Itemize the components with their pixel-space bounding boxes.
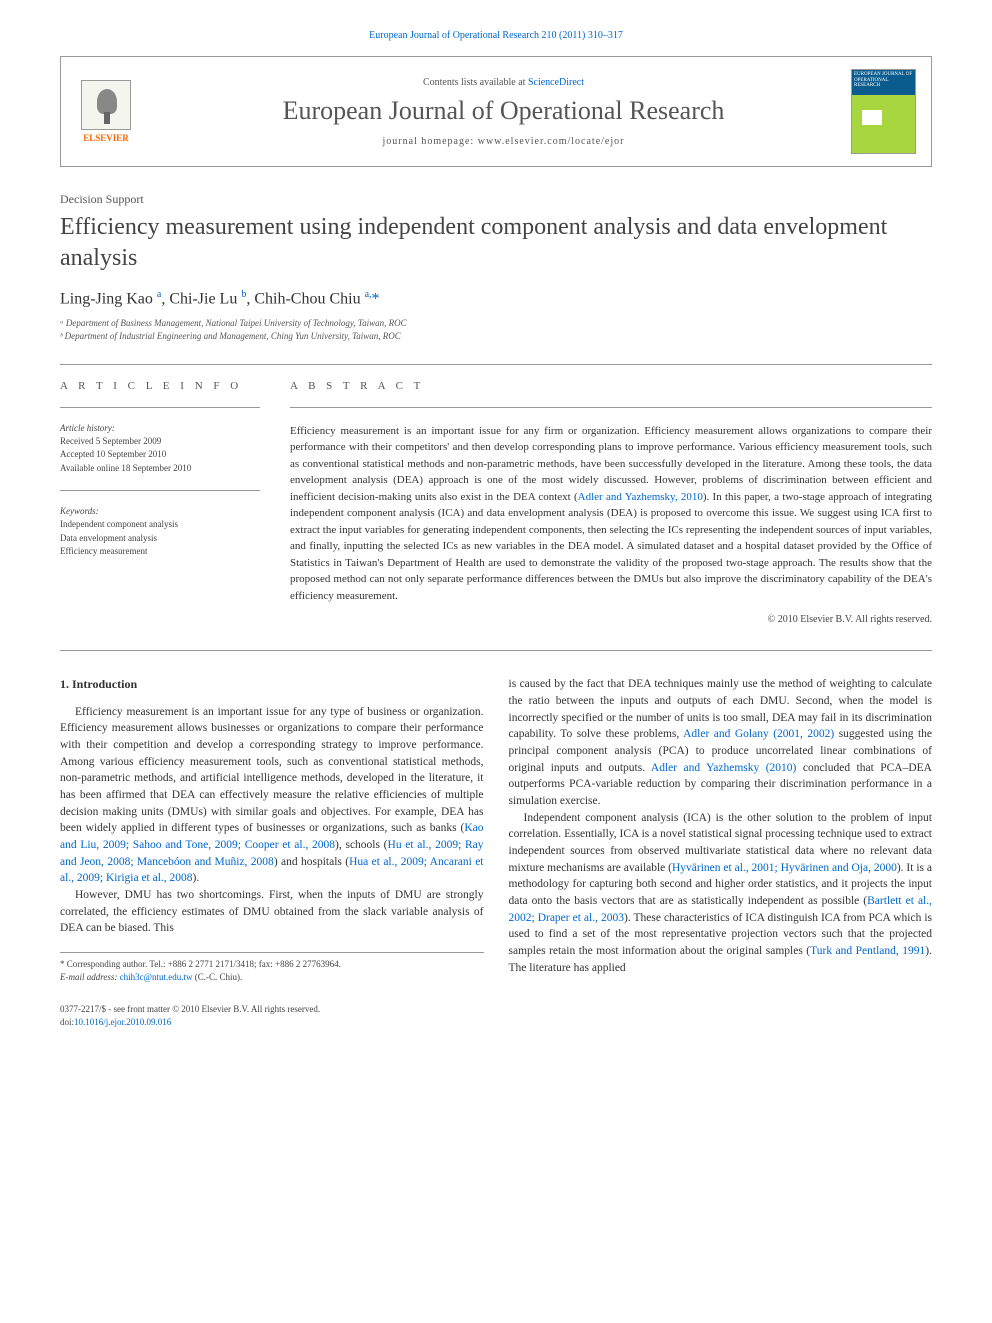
citation-link[interactable]: Hyvärinen et al., 2001; Hyvärinen and Oj… bbox=[672, 862, 897, 874]
contents-prefix: Contents lists available at bbox=[423, 77, 528, 88]
body-columns: 1. Introduction Efficiency measurement i… bbox=[60, 676, 932, 983]
contents-list-line: Contents lists available at ScienceDirec… bbox=[156, 77, 851, 88]
homepage-url: www.elsevier.com/locate/ejor bbox=[478, 136, 625, 147]
corr-email-link[interactable]: chih3c@ntut.edu.tw bbox=[120, 972, 193, 982]
section-label: Decision Support bbox=[60, 192, 932, 207]
info-divider-1 bbox=[60, 407, 260, 408]
sciencedirect-link[interactable]: ScienceDirect bbox=[528, 77, 584, 88]
divider-bottom bbox=[60, 650, 932, 651]
corresponding-author-note: * Corresponding author. Tel.: +886 2 277… bbox=[60, 952, 484, 983]
doi-link[interactable]: 10.1016/j.ejor.2010.09.016 bbox=[74, 1017, 171, 1027]
article-history-label: Article history: bbox=[60, 423, 260, 433]
citation-link[interactable]: Adler and Golany (2001, 2002) bbox=[683, 728, 834, 740]
header-citation: European Journal of Operational Research… bbox=[60, 30, 932, 41]
authors-line: Ling-Jing Kao a, Chi-Jie Lu b, Chih-Chou… bbox=[60, 289, 932, 308]
abstract-heading: A B S T R A C T bbox=[290, 380, 932, 392]
article-info-heading: A R T I C L E I N F O bbox=[60, 380, 260, 392]
journal-cover-graphic bbox=[862, 110, 882, 125]
corr-email-suffix: (C.-C. Chiu). bbox=[192, 972, 242, 982]
intro-para-4: Independent component analysis (ICA) is … bbox=[509, 810, 933, 977]
citation-link[interactable]: Adler and Yazhemsky (2010) bbox=[651, 762, 797, 774]
page-footer: 0377-2217/$ - see front matter © 2010 El… bbox=[60, 1003, 932, 1028]
citation-link[interactable]: Bartlett et al., 2002; Draper et al., 20… bbox=[509, 895, 933, 924]
citation-link[interactable]: Adler and Yazhemsky, 2010 bbox=[578, 491, 703, 503]
header-center: Contents lists available at ScienceDirec… bbox=[156, 77, 851, 147]
affiliations: ᵃ Department of Business Management, Nat… bbox=[60, 317, 932, 344]
abstract-text: Efficiency measurement is an important i… bbox=[290, 423, 932, 605]
intro-para-2: However, DMU has two shortcomings. First… bbox=[60, 887, 484, 937]
intro-para-3: is caused by the fact that DEA technique… bbox=[509, 676, 933, 809]
intro-para-1: Efficiency measurement is an important i… bbox=[60, 704, 484, 887]
info-divider-2 bbox=[60, 490, 260, 491]
footer-doi: doi:10.1016/j.ejor.2010.09.016 bbox=[60, 1016, 932, 1029]
article-title: Efficiency measurement using independent… bbox=[60, 212, 932, 274]
body-col-left: 1. Introduction Efficiency measurement i… bbox=[60, 676, 484, 983]
abstract-divider bbox=[290, 407, 932, 408]
citation-link[interactable]: Turk and Pentland, 1991 bbox=[810, 945, 925, 957]
elsevier-label: ELSEVIER bbox=[83, 133, 129, 143]
keywords-text: Independent component analysisData envel… bbox=[60, 518, 260, 559]
abstract-copyright: © 2010 Elsevier B.V. All rights reserved… bbox=[290, 614, 932, 625]
corr-email-prefix: E-mail address: bbox=[60, 972, 120, 982]
homepage-prefix: journal homepage: bbox=[383, 136, 478, 147]
corr-line-2: E-mail address: chih3c@ntut.edu.tw (C.-C… bbox=[60, 971, 484, 984]
journal-name: European Journal of Operational Research bbox=[156, 96, 851, 126]
keywords-label: Keywords: bbox=[60, 506, 260, 516]
doi-prefix: doi: bbox=[60, 1017, 74, 1027]
divider-top bbox=[60, 364, 932, 365]
journal-homepage: journal homepage: www.elsevier.com/locat… bbox=[156, 136, 851, 147]
footer-issn: 0377-2217/$ - see front matter © 2010 El… bbox=[60, 1003, 932, 1016]
journal-cover-title: EUROPEAN JOURNAL OF OPERATIONAL RESEARCH bbox=[852, 70, 915, 95]
info-abstract-row: A R T I C L E I N F O Article history: R… bbox=[60, 380, 932, 626]
article-history-text: Received 5 September 2009Accepted 10 Sep… bbox=[60, 435, 260, 476]
body-col-right: is caused by the fact that DEA technique… bbox=[509, 676, 933, 983]
header-box: ELSEVIER Contents lists available at Sci… bbox=[60, 56, 932, 167]
intro-heading: 1. Introduction bbox=[60, 676, 484, 693]
elsevier-logo: ELSEVIER bbox=[76, 77, 136, 147]
corr-line-1: * Corresponding author. Tel.: +886 2 277… bbox=[60, 958, 484, 971]
journal-cover-thumbnail: EUROPEAN JOURNAL OF OPERATIONAL RESEARCH bbox=[851, 69, 916, 154]
abstract-col: A B S T R A C T Efficiency measurement i… bbox=[290, 380, 932, 626]
elsevier-tree-icon bbox=[81, 80, 131, 130]
article-info-col: A R T I C L E I N F O Article history: R… bbox=[60, 380, 260, 626]
